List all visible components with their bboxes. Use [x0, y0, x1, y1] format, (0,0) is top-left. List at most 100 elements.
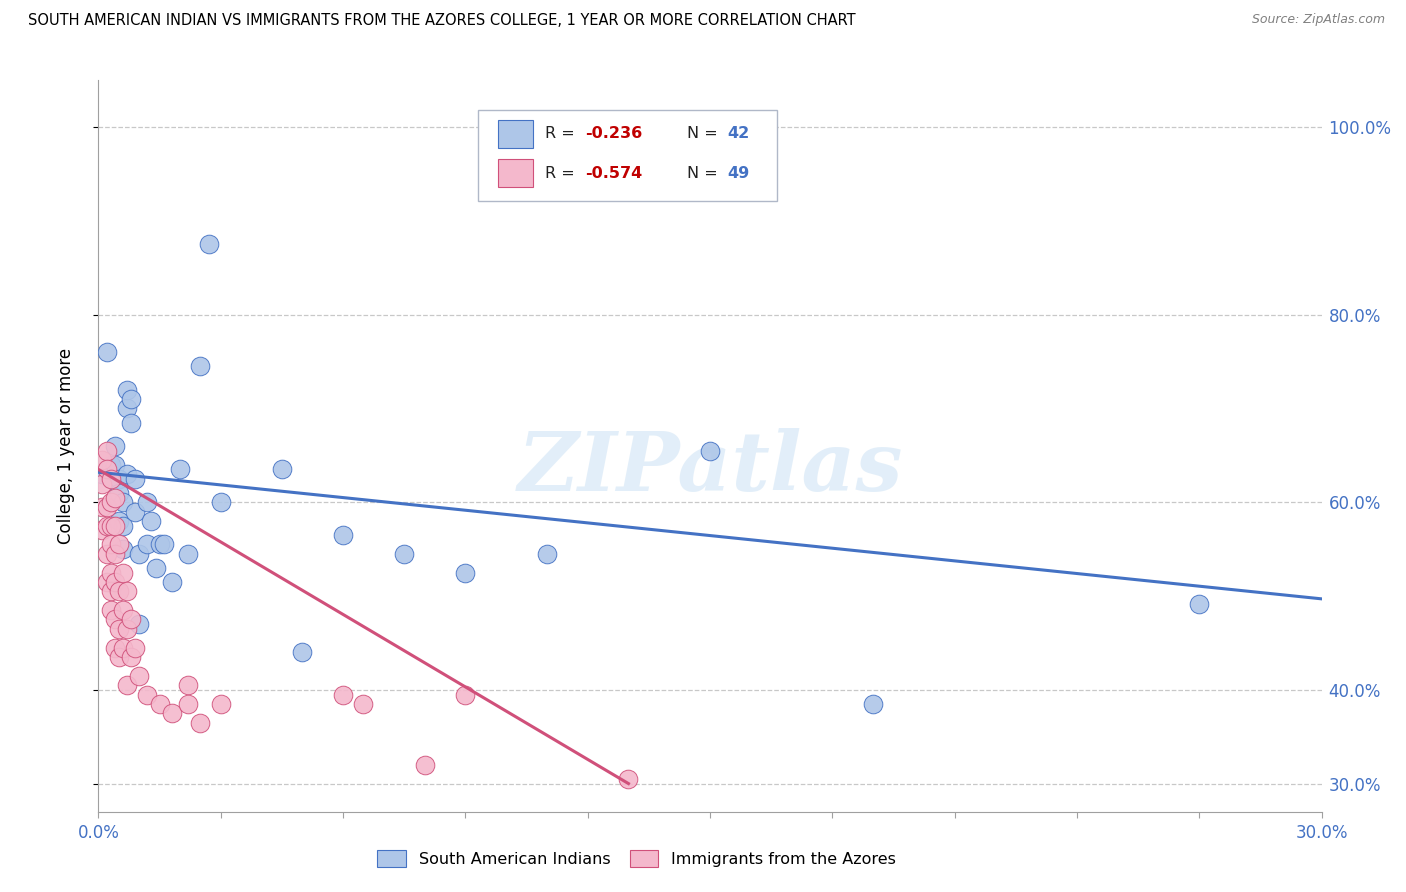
- Point: [104, 458, 127, 472]
- Point: [91, 500, 114, 514]
- Point: [699, 443, 721, 458]
- Point: [160, 706, 183, 721]
- Point: [454, 566, 477, 580]
- Point: [108, 650, 131, 665]
- Point: [115, 678, 138, 692]
- Point: [188, 715, 212, 730]
- Text: N =: N =: [686, 126, 723, 141]
- Point: [270, 462, 294, 476]
- Point: [120, 392, 142, 406]
- Point: [96, 345, 118, 359]
- Point: [177, 547, 200, 561]
- Point: [209, 495, 232, 509]
- Point: [111, 603, 134, 617]
- Point: [160, 574, 183, 589]
- Point: [149, 697, 172, 711]
- Point: [124, 472, 146, 486]
- Point: [136, 688, 159, 702]
- Point: [291, 645, 314, 659]
- Point: [104, 491, 127, 505]
- Point: [115, 467, 138, 482]
- Point: [96, 443, 118, 458]
- Point: [188, 359, 212, 374]
- Legend: South American Indians, Immigrants from the Azores: South American Indians, Immigrants from …: [371, 844, 903, 873]
- Point: [100, 472, 122, 486]
- Point: [392, 547, 416, 561]
- Point: [128, 669, 150, 683]
- Point: [454, 688, 477, 702]
- Point: [169, 462, 191, 476]
- Point: [862, 697, 884, 711]
- Point: [104, 439, 127, 453]
- Point: [128, 617, 150, 632]
- FancyBboxPatch shape: [478, 110, 778, 201]
- Point: [100, 603, 122, 617]
- Point: [100, 566, 122, 580]
- Point: [104, 640, 127, 655]
- Point: [100, 584, 122, 599]
- Point: [108, 472, 131, 486]
- Point: [100, 495, 122, 509]
- Point: [91, 524, 114, 538]
- Point: [96, 547, 118, 561]
- Point: [100, 518, 122, 533]
- Point: [104, 518, 127, 533]
- Point: [104, 547, 127, 561]
- Point: [136, 537, 159, 551]
- Point: [91, 467, 114, 482]
- Point: [536, 547, 558, 561]
- Point: [128, 547, 150, 561]
- Point: [96, 462, 118, 476]
- Text: -0.236: -0.236: [585, 126, 643, 141]
- Point: [111, 495, 134, 509]
- Text: -0.574: -0.574: [585, 166, 643, 181]
- Point: [104, 612, 127, 626]
- Point: [111, 640, 134, 655]
- Point: [96, 574, 118, 589]
- Point: [100, 537, 122, 551]
- Point: [617, 772, 640, 786]
- Point: [120, 650, 142, 665]
- Point: [332, 688, 354, 702]
- Point: [149, 537, 172, 551]
- Point: [197, 237, 219, 252]
- Point: [124, 640, 146, 655]
- Point: [108, 486, 131, 500]
- Point: [136, 495, 159, 509]
- Point: [1188, 597, 1211, 611]
- Text: Source: ZipAtlas.com: Source: ZipAtlas.com: [1251, 13, 1385, 27]
- Point: [96, 518, 118, 533]
- Point: [115, 622, 138, 636]
- Point: [177, 678, 200, 692]
- Point: [104, 574, 127, 589]
- Text: SOUTH AMERICAN INDIAN VS IMMIGRANTS FROM THE AZORES COLLEGE, 1 YEAR OR MORE CORR: SOUTH AMERICAN INDIAN VS IMMIGRANTS FROM…: [28, 13, 856, 29]
- Point: [91, 476, 114, 491]
- Point: [177, 697, 200, 711]
- Text: N =: N =: [686, 166, 723, 181]
- Point: [115, 383, 138, 397]
- Y-axis label: College, 1 year or more: College, 1 year or more: [56, 348, 75, 544]
- Point: [115, 584, 138, 599]
- Point: [108, 537, 131, 551]
- Bar: [498, 160, 533, 187]
- Point: [91, 453, 114, 467]
- Point: [108, 622, 131, 636]
- Point: [120, 416, 142, 430]
- Bar: [498, 120, 533, 147]
- Point: [152, 537, 174, 551]
- Point: [111, 542, 134, 557]
- Point: [108, 584, 131, 599]
- Text: 42: 42: [727, 126, 749, 141]
- Point: [145, 561, 167, 575]
- Point: [352, 697, 374, 711]
- Text: ZIPatlas: ZIPatlas: [517, 428, 903, 508]
- Point: [120, 612, 142, 626]
- Point: [111, 566, 134, 580]
- Point: [141, 514, 163, 528]
- Point: [413, 757, 436, 772]
- Text: R =: R =: [546, 166, 579, 181]
- Point: [100, 472, 122, 486]
- Point: [124, 505, 146, 519]
- Point: [96, 500, 118, 514]
- Point: [111, 518, 134, 533]
